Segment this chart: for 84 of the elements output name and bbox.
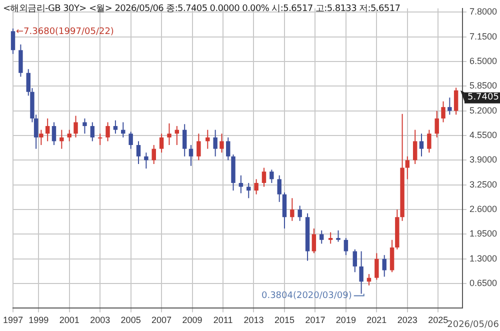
y-tick-label: 3.2500 [469, 179, 498, 190]
candlestick [52, 122, 56, 146]
candlestick [282, 192, 287, 230]
y-tick-label: 3.9000 [469, 154, 498, 165]
x-tick-label: 2003 [90, 315, 110, 326]
y-tick-label: 5.8500 [469, 80, 498, 91]
candlestick [262, 167, 266, 188]
x-tick-label: 2023 [397, 315, 418, 326]
candlestick [374, 252, 379, 280]
candlestick [196, 133, 201, 161]
candlestick [412, 129, 418, 164]
candlestick [98, 133, 102, 146]
candlestick [290, 198, 294, 222]
candlestick [434, 110, 439, 138]
candlestick [270, 169, 274, 184]
candlestick [60, 129, 64, 150]
y-tick-label: 1.3000 [469, 253, 498, 264]
candlestick [18, 44, 23, 78]
x-tick-label: 2001 [59, 315, 80, 326]
candlestick [152, 144, 156, 164]
candlestick [254, 178, 258, 195]
candlestick [206, 129, 210, 150]
candlestick [448, 97, 452, 116]
candlestick [74, 115, 78, 138]
x-tick-label: 2019 [336, 315, 356, 326]
candlestick [182, 124, 187, 157]
candlestick [328, 232, 333, 244]
candlestick [382, 254, 386, 278]
annotation: ←7.3680(1997/05/22) [16, 26, 114, 37]
y-tick-label: 2.6000 [469, 204, 498, 214]
candlestick [454, 87, 458, 116]
x-tick-label: 2015 [274, 315, 294, 326]
candlestick [10, 28, 16, 54]
candlestick [277, 174, 282, 202]
y-tick-label: 7.1500 [469, 31, 498, 42]
y-tick-label: 1.9500 [469, 228, 498, 239]
candlestick [136, 140, 141, 164]
annotation: 0.3804(2020/03/09) [261, 291, 352, 302]
candlestick [90, 122, 95, 142]
text: 2026/05/06 [447, 320, 499, 330]
y-tick-label: 5.2000 [469, 105, 498, 116]
chart-title: <해외금리-GB 30Y> <월> 2026/05/06 종:5.7405 0.0000 0.00% 시:5.6517 고:5.8133 저:5.6517 [3, 3, 400, 15]
candlestick [226, 136, 230, 161]
candlestick [427, 129, 432, 154]
candlestick [113, 120, 118, 134]
candlestick [390, 239, 394, 273]
x-tick-label: 2017 [305, 315, 326, 326]
x-tick-label: 1997 [2, 315, 24, 326]
x-tick-label: 2007 [152, 315, 172, 326]
y-tick-label: 6.5000 [469, 56, 498, 66]
candlestick [298, 205, 302, 222]
candlestick [238, 174, 244, 194]
candlestick [144, 152, 148, 170]
x-tick-label: 1999 [28, 315, 49, 326]
x-tick-label: 2013 [244, 315, 264, 326]
x-tick-label: 2025 [428, 315, 448, 326]
candlestick [441, 100, 446, 123]
candlestick [39, 129, 44, 146]
candlestick [67, 129, 72, 142]
candlestick [213, 129, 218, 157]
candlestick [419, 133, 424, 157]
y-tick-label: 0.6500 [469, 278, 498, 288]
candlestick [188, 144, 194, 166]
y-tick-label: 4.5500 [469, 130, 498, 140]
candlestick [159, 133, 164, 154]
x-tick-label: 2021 [366, 315, 387, 326]
annotation: 5.7405 [467, 92, 499, 103]
candlestick [45, 118, 50, 142]
candlestick [344, 237, 348, 256]
candlestick [405, 156, 410, 180]
candlestick [359, 250, 364, 294]
candlestick [352, 248, 358, 273]
candlestick [220, 133, 224, 154]
y-tick-label: 7.8000 [469, 6, 498, 17]
candlestick [167, 122, 172, 146]
x-tick-label: 2009 [182, 315, 202, 326]
candlestick [128, 131, 133, 150]
candlestick [82, 118, 87, 134]
candlestick [312, 228, 316, 254]
x-tick-label: 2005 [120, 315, 141, 326]
x-tick-label: 2011 [213, 315, 233, 326]
candlestick [106, 122, 110, 142]
candlestick [336, 230, 340, 242]
candlestick [320, 230, 324, 244]
